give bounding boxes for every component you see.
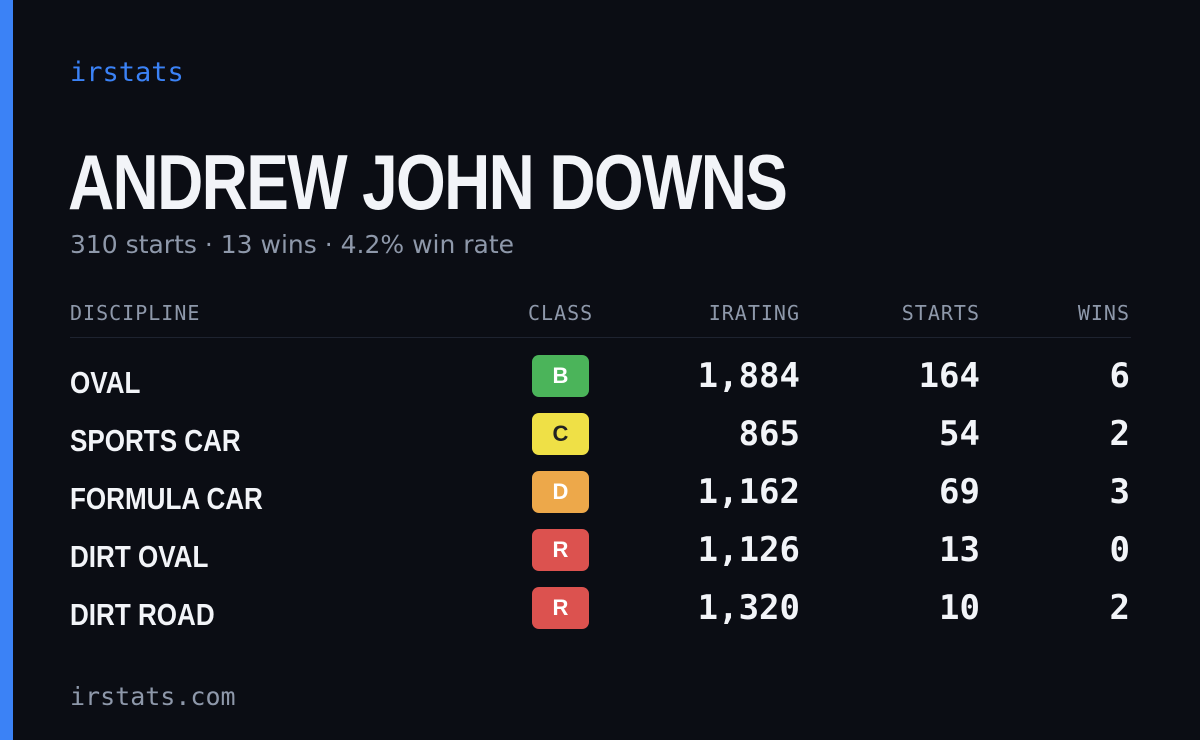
- irating-value: 1,320: [697, 588, 800, 628]
- header-wins: WINS: [1077, 301, 1130, 325]
- driver-name: ANDREW JOHN DOWNS: [68, 138, 788, 226]
- irating-value: 865: [738, 414, 800, 454]
- wins-value: 2: [1109, 414, 1130, 454]
- footer-url[interactable]: irstats.com: [70, 682, 236, 711]
- wins-value: 2: [1109, 588, 1130, 628]
- table-header: DISCIPLINE CLASS IRATING STARTS WINS: [70, 300, 1131, 338]
- starts-value: 54: [939, 414, 980, 454]
- header-class: CLASS: [528, 301, 594, 325]
- table-row: FORMULA CAR D 1,162 69 3: [70, 471, 1131, 529]
- discipline-name: OVAL: [70, 365, 141, 400]
- class-badge: R: [532, 587, 589, 629]
- driver-summary: 310 starts · 13 wins · 4.2% win rate: [70, 230, 515, 259]
- class-badge: C: [532, 413, 589, 455]
- stats-table: DISCIPLINE CLASS IRATING STARTS WINS OVA…: [70, 300, 1131, 645]
- table-body: OVAL B 1,884 164 6 SPORTS CAR C 865 54 2…: [70, 355, 1131, 645]
- table-row: DIRT ROAD R 1,320 10 2: [70, 587, 1131, 645]
- starts-value: 13: [939, 530, 980, 570]
- discipline-name: DIRT ROAD: [70, 597, 215, 632]
- wins-value: 6: [1109, 356, 1130, 396]
- table-row: OVAL B 1,884 164 6: [70, 355, 1131, 413]
- starts-value: 69: [939, 472, 980, 512]
- accent-bar: [0, 0, 13, 740]
- wins-value: 0: [1109, 530, 1130, 570]
- discipline-name: SPORTS CAR: [70, 423, 241, 458]
- starts-value: 164: [918, 356, 980, 396]
- header-irating: IRATING: [708, 301, 800, 325]
- table-row: DIRT OVAL R 1,126 13 0: [70, 529, 1131, 587]
- class-badge: D: [532, 471, 589, 513]
- irating-value: 1,884: [697, 356, 800, 396]
- discipline-name: FORMULA CAR: [70, 481, 263, 516]
- discipline-name: DIRT OVAL: [70, 539, 209, 574]
- brand-logo: irstats: [70, 57, 184, 88]
- header-starts: STARTS: [901, 301, 980, 325]
- irating-value: 1,162: [697, 472, 800, 512]
- starts-value: 10: [939, 588, 980, 628]
- class-badge: B: [532, 355, 589, 397]
- class-badge: R: [532, 529, 589, 571]
- header-discipline: DISCIPLINE: [70, 301, 201, 325]
- table-row: SPORTS CAR C 865 54 2: [70, 413, 1131, 471]
- wins-value: 3: [1109, 472, 1130, 512]
- irating-value: 1,126: [697, 530, 800, 570]
